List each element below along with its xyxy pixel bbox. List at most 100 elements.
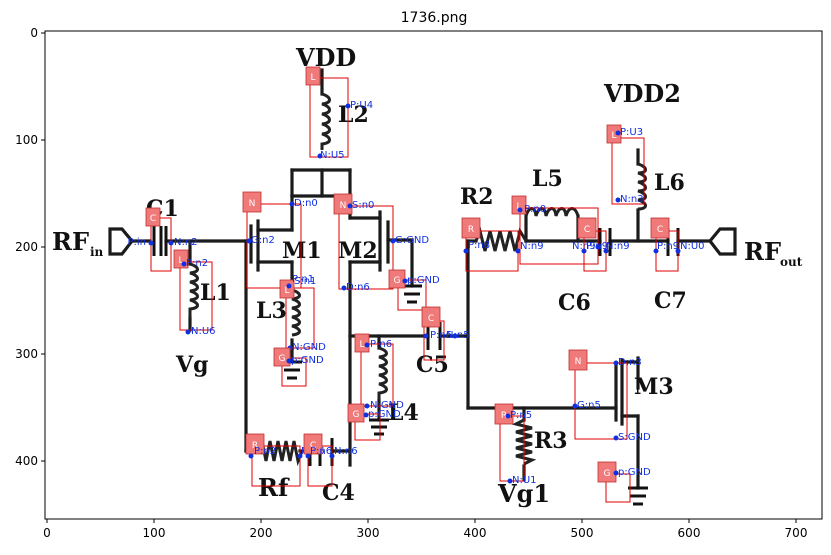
svg-text:G:n5: G:n5 <box>577 400 601 411</box>
component-l1[interactable]: L P:n2 N:U6 <box>173 249 216 337</box>
y-tick-label: 200 <box>15 240 38 254</box>
component-type-tag <box>577 217 597 239</box>
svg-text:P:n2: P:n2 <box>254 446 276 457</box>
label-rf-in: RF <box>52 227 89 256</box>
component-r3[interactable]: R P:n5 N:U1 <box>494 403 537 486</box>
label-m2: M2 <box>338 238 378 264</box>
svg-text:N:GND: N:GND <box>292 342 326 353</box>
component-l2[interactable]: L P:U4 N:U5 <box>305 66 373 161</box>
x-tick-label: 100 <box>143 526 166 540</box>
svg-text:N: N <box>249 199 256 209</box>
x-tick-label: 200 <box>250 526 273 540</box>
svg-text:D:n6: D:n6 <box>346 282 370 293</box>
svg-text:N:n2: N:n2 <box>174 237 198 248</box>
svg-text:P:n5: P:n5 <box>510 410 532 421</box>
component-ground-2[interactable]: G p:GND <box>273 347 324 387</box>
svg-text:N: N <box>340 201 347 211</box>
component-type-tag <box>494 403 514 425</box>
svg-text:L: L <box>611 131 616 141</box>
svg-text:R: R <box>468 225 474 235</box>
component-c7[interactable]: C P:n9 N:U0 <box>650 217 705 272</box>
label-l6: L6 <box>654 170 685 196</box>
svg-text:P:n9: P:n9 <box>657 241 679 252</box>
component-annotations: L P:U4 N:U5 L P:U3 N:n3 L P:n0 N:n9 C P:… <box>127 66 705 503</box>
x-tick-labels: 0 100 200 300 400 500 600 700 <box>43 526 807 540</box>
svg-text:C: C <box>657 225 663 235</box>
svg-text:P:n8: P:n8 <box>468 240 490 251</box>
label-vg: Vg <box>175 352 208 378</box>
svg-text:N:n6: N:n6 <box>334 446 358 457</box>
component-type-tag <box>273 347 291 367</box>
y-tick-labels: 0 100 200 300 400 <box>15 26 38 468</box>
svg-text:P:n2: P:n2 <box>186 258 208 269</box>
component-l4[interactable]: L P:n6 N:GND <box>354 333 404 411</box>
svg-text:G: G <box>604 469 611 479</box>
x-tick-label: 600 <box>678 526 701 540</box>
svg-text:N:n3: N:n3 <box>620 194 644 205</box>
component-type-tag <box>461 217 481 239</box>
svg-text:L: L <box>516 202 521 212</box>
component-type-tag <box>305 66 321 86</box>
component-ground-3[interactable]: G p:GND <box>347 403 401 441</box>
label-vdd2: VDD2 <box>603 79 681 108</box>
label-vg1: Vg1 <box>497 479 550 508</box>
component-type-tag <box>606 124 622 144</box>
component-l6[interactable]: L P:U3 N:n3 <box>606 124 645 205</box>
label-r2: R2 <box>460 184 494 210</box>
label-l3: L3 <box>256 298 287 324</box>
svg-text:P:n6: P:n6 <box>430 330 452 341</box>
svg-text:C: C <box>150 214 156 224</box>
component-m3[interactable]: N D:n3 G:n5 S:GND <box>568 349 651 443</box>
component-type-tag <box>242 191 262 213</box>
y-axis <box>41 32 45 462</box>
svg-text:G: G <box>353 410 360 420</box>
svg-text:P:n6: P:n6 <box>310 446 332 457</box>
label-m1: M1 <box>282 238 322 264</box>
component-c4[interactable]: C P:n6 N:n6 <box>303 433 358 487</box>
y-tick-label: 400 <box>15 454 38 468</box>
x-tick-label: 500 <box>571 526 594 540</box>
svg-text:R: R <box>252 441 258 451</box>
svg-text:L: L <box>284 286 289 296</box>
label-vdd: VDD <box>295 43 356 72</box>
svg-text:p:GND: p:GND <box>407 275 440 286</box>
label-rf-out-subscript: out <box>780 255 803 269</box>
svg-text:p:GND: p:GND <box>368 409 401 420</box>
svg-text:N:n9: N:n9 <box>520 241 544 252</box>
component-ground-4[interactable]: G p:GND <box>597 461 651 503</box>
label-c7: C7 <box>654 288 687 314</box>
svg-text:P:n1: P:n1 <box>292 274 314 285</box>
component-type-tag <box>245 433 265 455</box>
inductor-l4-symbol <box>377 346 388 400</box>
component-type-tag <box>347 403 365 423</box>
svg-text:P:U3: P:U3 <box>620 127 643 138</box>
x-tick-label: 700 <box>785 526 808 540</box>
label-c6: C6 <box>558 290 591 316</box>
svg-text:P:n6: P:n6 <box>370 339 392 350</box>
component-m1[interactable]: N D:n0 G:n2 S:n1 <box>242 191 318 293</box>
label-rf-out: RF <box>744 237 781 266</box>
svg-text:N:n9: N:n9 <box>606 241 630 252</box>
svg-text:N:U0: N:U0 <box>680 241 705 252</box>
svg-text:N:n5: N:n5 <box>446 330 470 341</box>
component-c6[interactable]: C P:n9 N:n9 <box>577 217 630 272</box>
label-l1: L1 <box>200 280 231 306</box>
x-tick-label: 300 <box>357 526 380 540</box>
component-m2[interactable]: N D:n6 G:GND S:n0 <box>333 193 429 293</box>
component-ground-1[interactable]: G p:GND <box>388 269 440 311</box>
component-r2[interactable]: R P:n8 N:n9 <box>461 217 544 272</box>
svg-text:S:n0: S:n0 <box>352 200 374 211</box>
label-c5: C5 <box>416 352 449 378</box>
component-c5[interactable]: C P:n6 N:n5 <box>421 306 470 361</box>
svg-text:D:n3: D:n3 <box>618 357 642 368</box>
label-l5: L5 <box>532 166 563 192</box>
component-c1[interactable]: C P:in N:n2 <box>127 207 198 272</box>
x-axis <box>46 519 797 523</box>
svg-text:C: C <box>310 441 316 451</box>
component-type-tag <box>421 306 441 328</box>
svg-text:P:n9: P:n9 <box>586 241 608 252</box>
component-type-tag <box>354 333 370 353</box>
capacitor-c1-symbol <box>152 226 168 256</box>
label-m3: M3 <box>634 374 674 400</box>
label-rf: Rf <box>258 473 290 502</box>
